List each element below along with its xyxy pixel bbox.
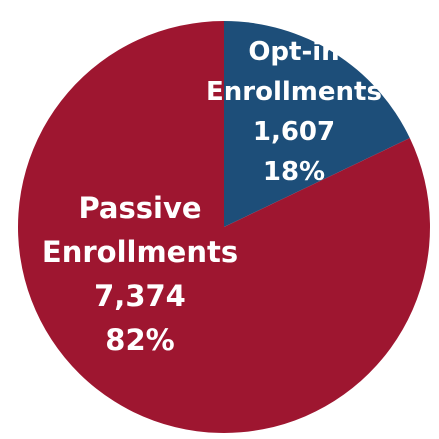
slice-value-label: 7,374 [94,279,186,313]
slice-name-line: Opt-in [248,37,339,67]
slice-percent-label: 82% [105,323,174,357]
slice-name-line: Passive [78,191,201,225]
slice-value-label: 1,607 [253,117,335,147]
slice-name-line: Enrollments [42,235,238,269]
slice-name-line: Enrollments [206,77,382,107]
pie-slice-opt-in [224,21,410,227]
slice-percent-label: 18% [263,157,325,187]
pie-slice-passive [17,21,430,434]
